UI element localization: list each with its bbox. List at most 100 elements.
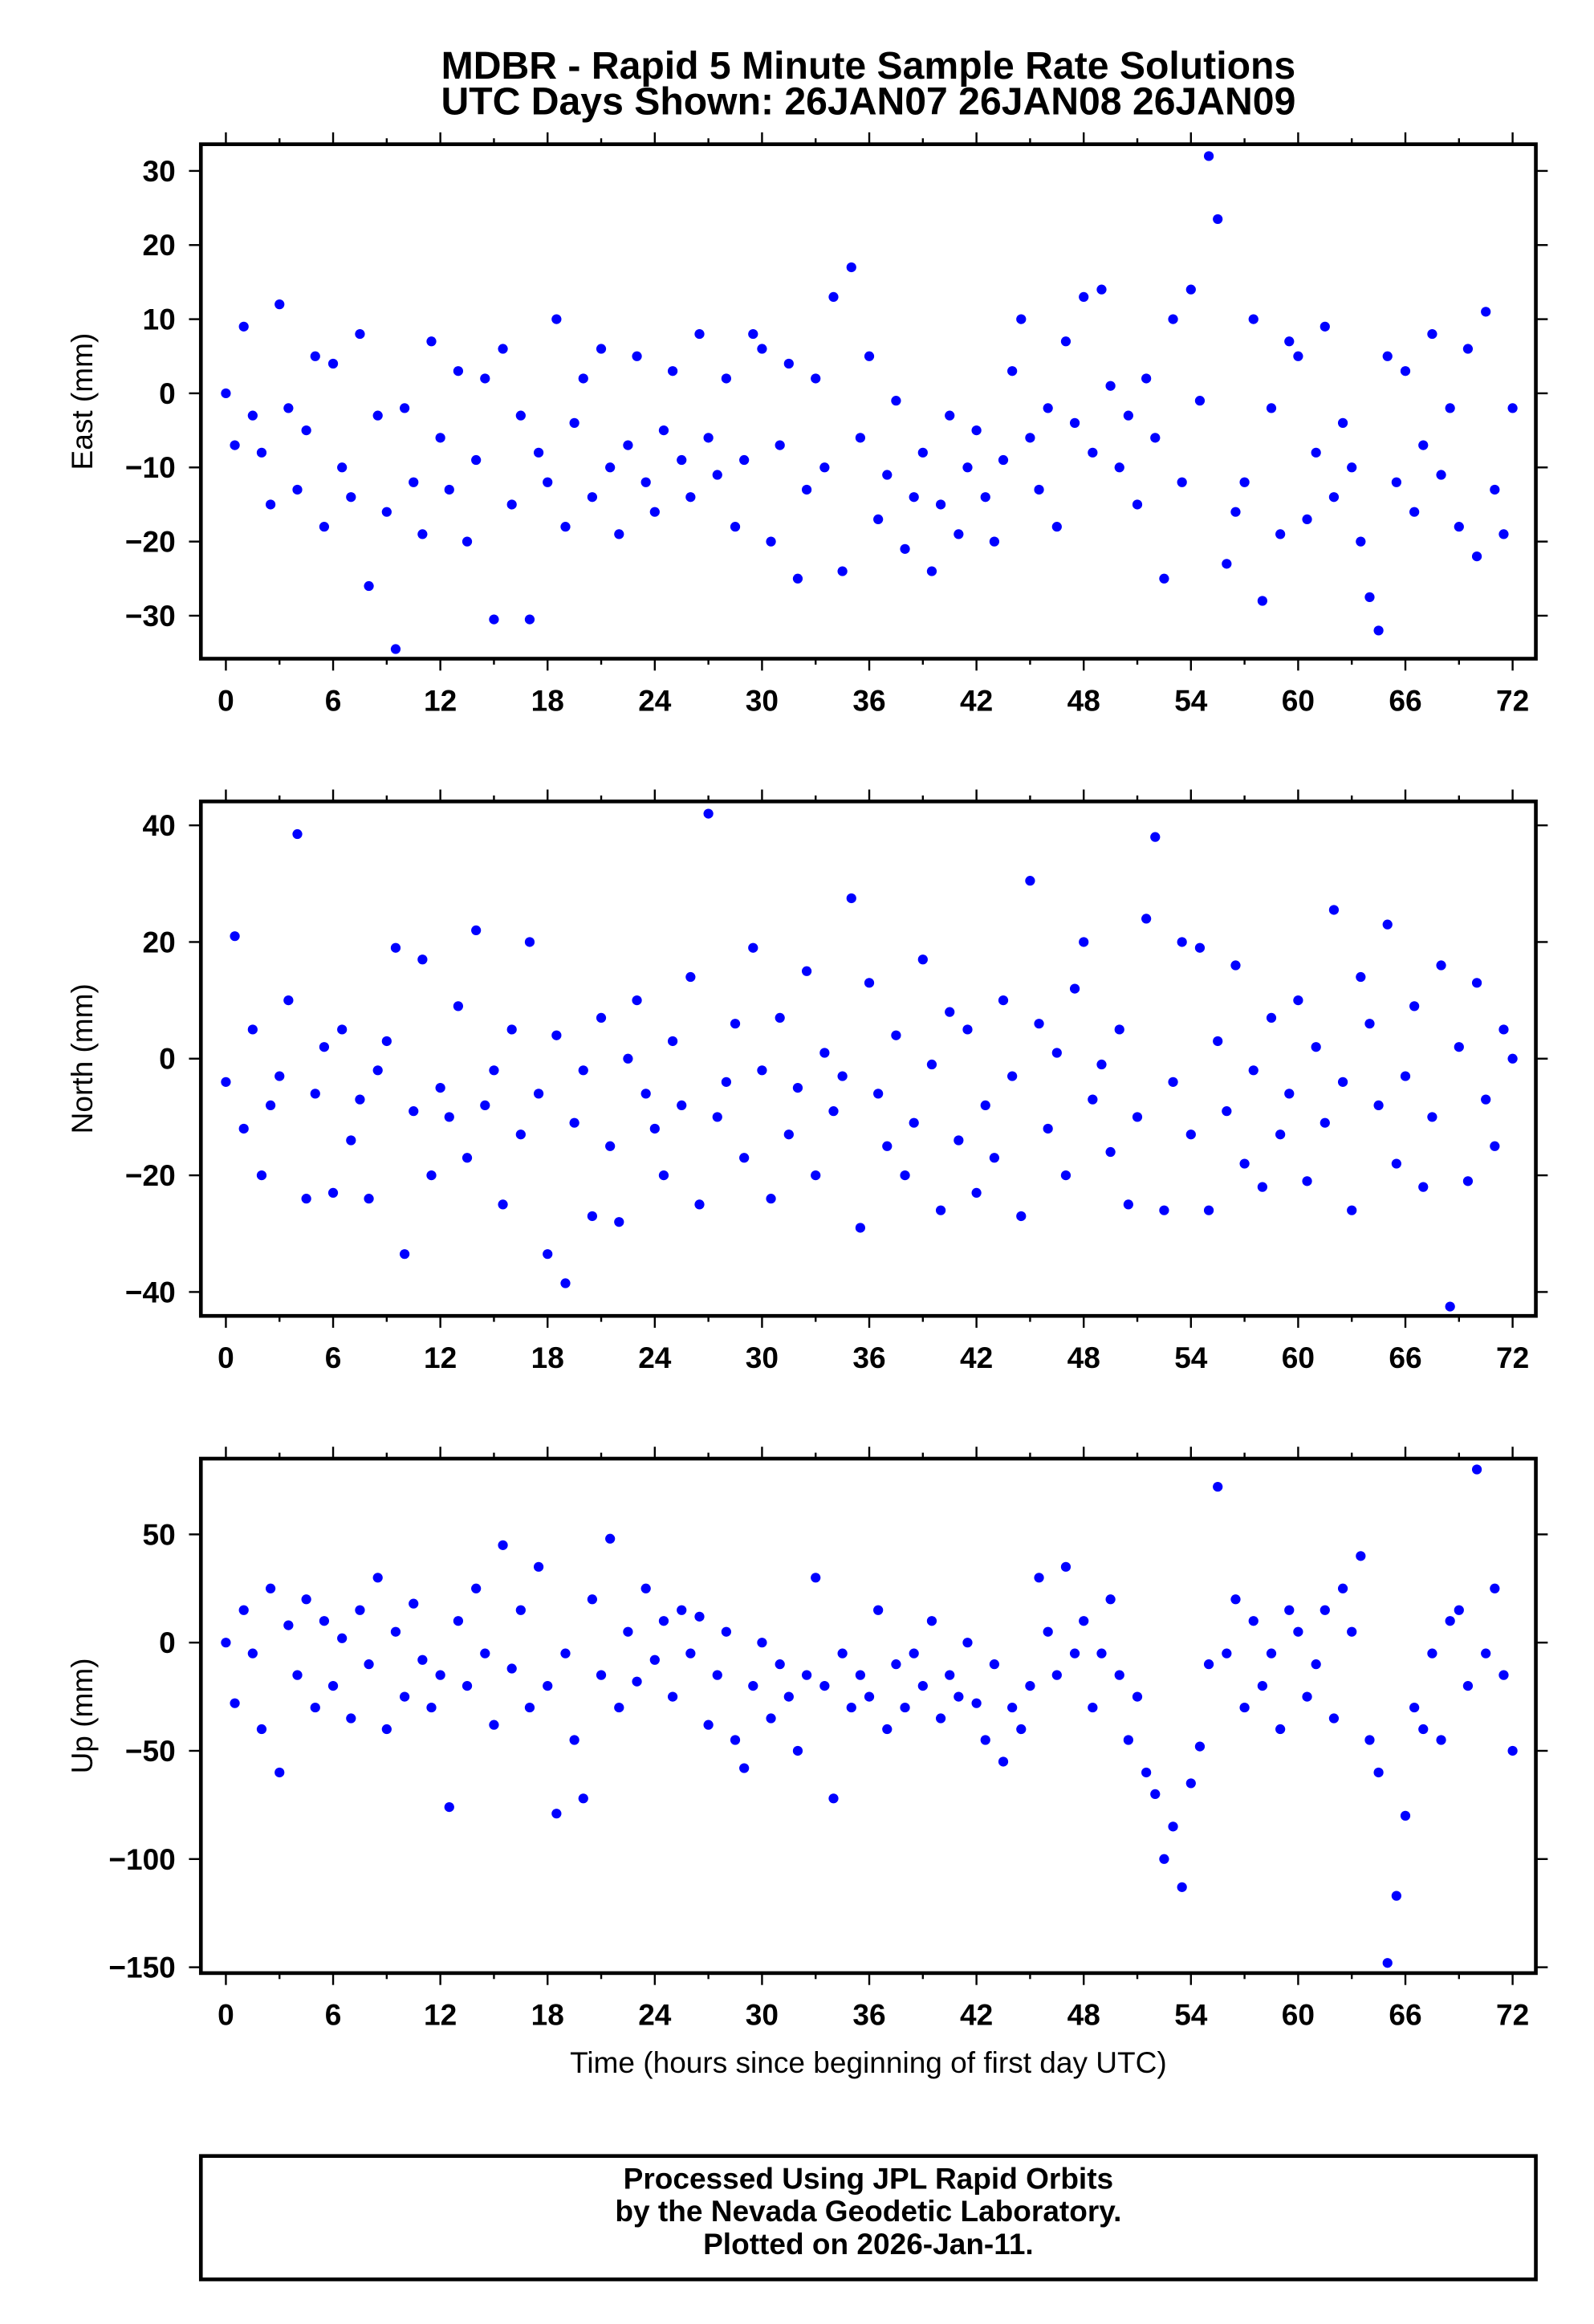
data-point xyxy=(319,1616,330,1626)
y-tick-label: −20 xyxy=(125,1158,176,1192)
data-point xyxy=(846,893,856,904)
data-point xyxy=(1185,1778,1196,1789)
data-point xyxy=(1445,403,1455,413)
data-point xyxy=(1347,462,1357,473)
data-point xyxy=(1222,1106,1232,1117)
data-point xyxy=(247,1648,258,1659)
data-point xyxy=(381,1036,392,1047)
data-point xyxy=(337,1024,348,1035)
data-point xyxy=(1177,937,1187,947)
data-point xyxy=(855,1670,865,1680)
x-tick-label: 72 xyxy=(1496,1998,1529,2032)
data-point xyxy=(1222,1648,1232,1659)
data-point xyxy=(1293,351,1303,361)
data-point xyxy=(739,1763,750,1773)
data-point xyxy=(1400,1071,1411,1081)
data-point xyxy=(274,1767,285,1778)
data-point xyxy=(569,1735,579,1745)
x-tick-label: 48 xyxy=(1067,683,1100,717)
data-point xyxy=(980,1100,990,1111)
data-point xyxy=(1490,1583,1500,1593)
data-point xyxy=(1462,344,1474,354)
data-point xyxy=(1507,403,1518,413)
data-point xyxy=(989,536,999,547)
data-point xyxy=(1177,477,1187,487)
data-point xyxy=(506,1663,517,1674)
x-tick-label: 24 xyxy=(638,1341,672,1374)
data-point xyxy=(543,1249,553,1260)
data-point xyxy=(667,1691,678,1702)
data-point xyxy=(399,1691,410,1702)
data-point xyxy=(1141,1767,1152,1778)
data-point xyxy=(882,1141,893,1151)
data-point xyxy=(1507,1053,1518,1064)
y-tick-label: −50 xyxy=(125,1734,176,1768)
x-tick-label: 36 xyxy=(852,1341,885,1374)
data-point xyxy=(444,1801,454,1813)
data-point xyxy=(1454,522,1464,532)
data-point xyxy=(238,1605,249,1615)
data-point xyxy=(444,484,454,495)
y-tick-label: 30 xyxy=(143,154,176,188)
data-point xyxy=(1400,1810,1411,1821)
data-point xyxy=(444,1112,454,1122)
data-point xyxy=(811,1170,821,1181)
data-point xyxy=(560,522,571,532)
data-point xyxy=(319,522,330,532)
data-point xyxy=(1275,1129,1286,1140)
data-point xyxy=(1150,433,1161,443)
data-point xyxy=(1445,1616,1455,1626)
data-point xyxy=(543,1680,553,1691)
data-point xyxy=(667,366,678,376)
data-point xyxy=(1311,1659,1321,1670)
data-point xyxy=(998,454,1009,466)
x-tick-label: 48 xyxy=(1067,1998,1100,2032)
chart-subtitle: UTC Days Shown: 26JAN07 26JAN08 26JAN09 xyxy=(441,80,1295,124)
data-point xyxy=(1043,1123,1053,1134)
data-point xyxy=(471,925,482,936)
data-point xyxy=(1454,1605,1464,1615)
data-point xyxy=(712,470,722,480)
data-point xyxy=(1088,1094,1098,1105)
data-point xyxy=(917,954,928,965)
data-point xyxy=(873,514,884,525)
x-tick-label: 54 xyxy=(1174,1341,1208,1374)
data-point xyxy=(256,1724,267,1735)
data-point xyxy=(998,995,1009,1006)
data-point xyxy=(596,1670,607,1680)
data-point xyxy=(783,1691,794,1702)
data-point xyxy=(801,484,812,495)
footer-line-1: Processed Using JPL Rapid Orbits xyxy=(624,2161,1114,2195)
data-point xyxy=(694,1611,705,1622)
data-point xyxy=(1069,983,1080,994)
data-point xyxy=(1034,1573,1044,1583)
x-tick-label: 60 xyxy=(1282,1998,1315,2032)
data-point xyxy=(1025,433,1035,443)
data-point xyxy=(221,1638,231,1648)
data-point xyxy=(364,580,374,592)
data-point xyxy=(1418,440,1429,450)
data-point xyxy=(837,566,848,576)
data-point xyxy=(381,1724,392,1735)
data-point xyxy=(632,995,642,1006)
data-point xyxy=(1409,1001,1420,1011)
data-point xyxy=(569,1117,579,1128)
data-point xyxy=(917,1680,928,1691)
data-point xyxy=(587,1594,598,1605)
data-point xyxy=(1034,1019,1044,1029)
data-point xyxy=(828,291,839,303)
data-point xyxy=(480,1100,490,1111)
data-point xyxy=(1257,1680,1267,1691)
data-point xyxy=(337,1633,348,1643)
data-point xyxy=(748,1680,758,1691)
data-point xyxy=(471,454,482,466)
data-point xyxy=(811,1573,821,1583)
data-point xyxy=(587,1211,598,1222)
data-point xyxy=(301,1194,311,1204)
data-point xyxy=(1007,1071,1018,1081)
data-point xyxy=(1168,314,1178,324)
data-point xyxy=(533,447,544,458)
data-point xyxy=(989,1153,999,1163)
data-point xyxy=(1168,1821,1178,1832)
data-point xyxy=(551,1030,562,1040)
